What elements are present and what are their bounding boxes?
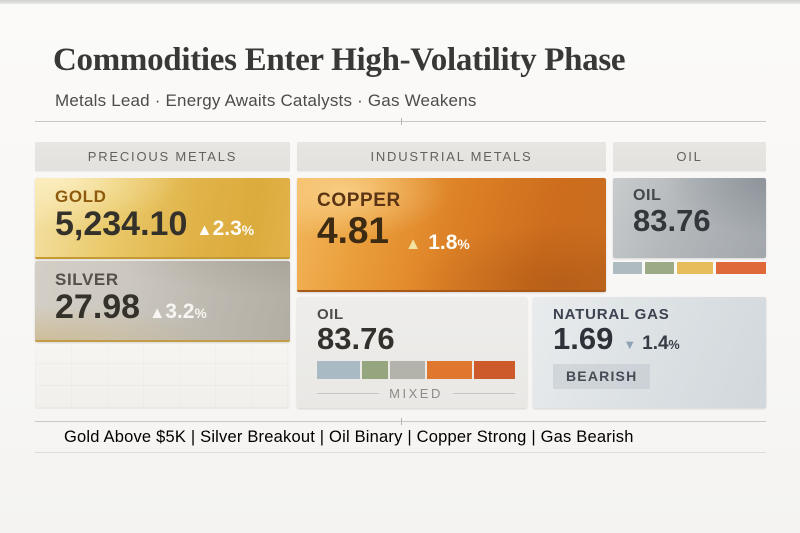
oil-outlook-label: OIL	[317, 306, 344, 323]
footer-divider	[35, 418, 766, 425]
bar-segment	[613, 262, 642, 274]
silver-change-unit: %	[194, 304, 207, 321]
mixed-status-row: MIXED	[317, 385, 516, 401]
bar-segment	[426, 360, 473, 379]
natural-gas-change-unit: %	[668, 337, 680, 352]
copper-change: ▲ 1.8%	[405, 231, 470, 255]
gold-label: GOLD	[55, 187, 107, 206]
bearish-status-badge: BEARISH	[553, 363, 651, 389]
natural-gas-price: 1.69	[553, 321, 614, 356]
footer-summary: Gold Above $5K | Silver Breakout | Oil B…	[64, 428, 634, 446]
copper-price: 4.81	[317, 210, 390, 251]
silver-change-value: 3.2	[165, 299, 195, 323]
divider-center-tick	[400, 118, 402, 125]
bar-segment	[390, 360, 425, 379]
divider-center-tick	[400, 418, 402, 425]
natural-gas-change-value: 1.4	[642, 332, 669, 354]
down-triangle-icon: ▼	[623, 336, 637, 352]
natural-gas-card: NATURAL GAS 1.69 ▼ 1.4% BEARISH	[533, 297, 766, 408]
bar-segment	[361, 360, 389, 379]
up-triangle-icon: ▲	[405, 234, 422, 253]
copper-change-value: 1.8	[428, 230, 458, 254]
oil-outlook-price: 83.76	[317, 321, 395, 356]
bar-segment	[676, 262, 714, 274]
column-header-industrial-metals: INDUSTRIAL METALS	[297, 142, 606, 171]
up-triangle-icon: ▲	[196, 220, 213, 239]
silver-card: SILVER 27.98 ▲3.2%	[35, 261, 290, 342]
oil-mixed-bar	[317, 360, 515, 379]
up-triangle-icon: ▲	[149, 303, 166, 322]
column-header-precious-metals: PRECIOUS METALS	[35, 142, 290, 171]
oil-spot-label: OIL	[633, 187, 662, 204]
silver-change: ▲3.2%	[149, 300, 207, 324]
page-subtitle: Metals Lead · Energy Awaits Catalysts · …	[55, 91, 477, 110]
gold-price: 5,234.10	[55, 205, 188, 243]
oil-outlook-card: OIL 83.76 MIXED	[297, 297, 527, 408]
empty-grid-panel	[35, 344, 290, 408]
natural-gas-label: NATURAL GAS	[553, 306, 670, 323]
gold-card: GOLD 5,234.10 ▲2.3%	[35, 178, 290, 259]
mixed-divider-line	[317, 392, 380, 394]
page-title: Commodities Enter High-Volatility Phase	[53, 42, 626, 78]
bar-segment	[317, 360, 360, 379]
natural-gas-change: ▼ 1.4%	[623, 333, 679, 355]
header-divider	[35, 118, 766, 125]
gold-change-unit: %	[241, 221, 255, 238]
top-edge-strip	[0, 0, 800, 4]
copper-label: COPPER	[317, 190, 401, 211]
oil-scenario-strip	[613, 262, 766, 274]
mixed-divider-line	[452, 392, 516, 394]
mixed-status-label: MIXED	[389, 385, 443, 401]
copper-card: COPPER 4.81 ▲ 1.8%	[297, 178, 606, 292]
bar-segment	[644, 262, 674, 274]
gold-change: ▲2.3%	[196, 217, 254, 241]
silver-price: 27.98	[55, 288, 141, 326]
bar-segment	[716, 262, 766, 274]
footer-bottom-divider	[35, 452, 766, 453]
copper-change-unit: %	[457, 235, 470, 252]
oil-spot-price: 83.76	[633, 203, 711, 238]
bar-segment	[474, 360, 515, 379]
oil-spot-card: OIL 83.76	[613, 178, 766, 258]
column-header-oil: OIL	[613, 142, 766, 171]
silver-label: SILVER	[55, 270, 119, 289]
gold-change-value: 2.3	[212, 216, 242, 240]
